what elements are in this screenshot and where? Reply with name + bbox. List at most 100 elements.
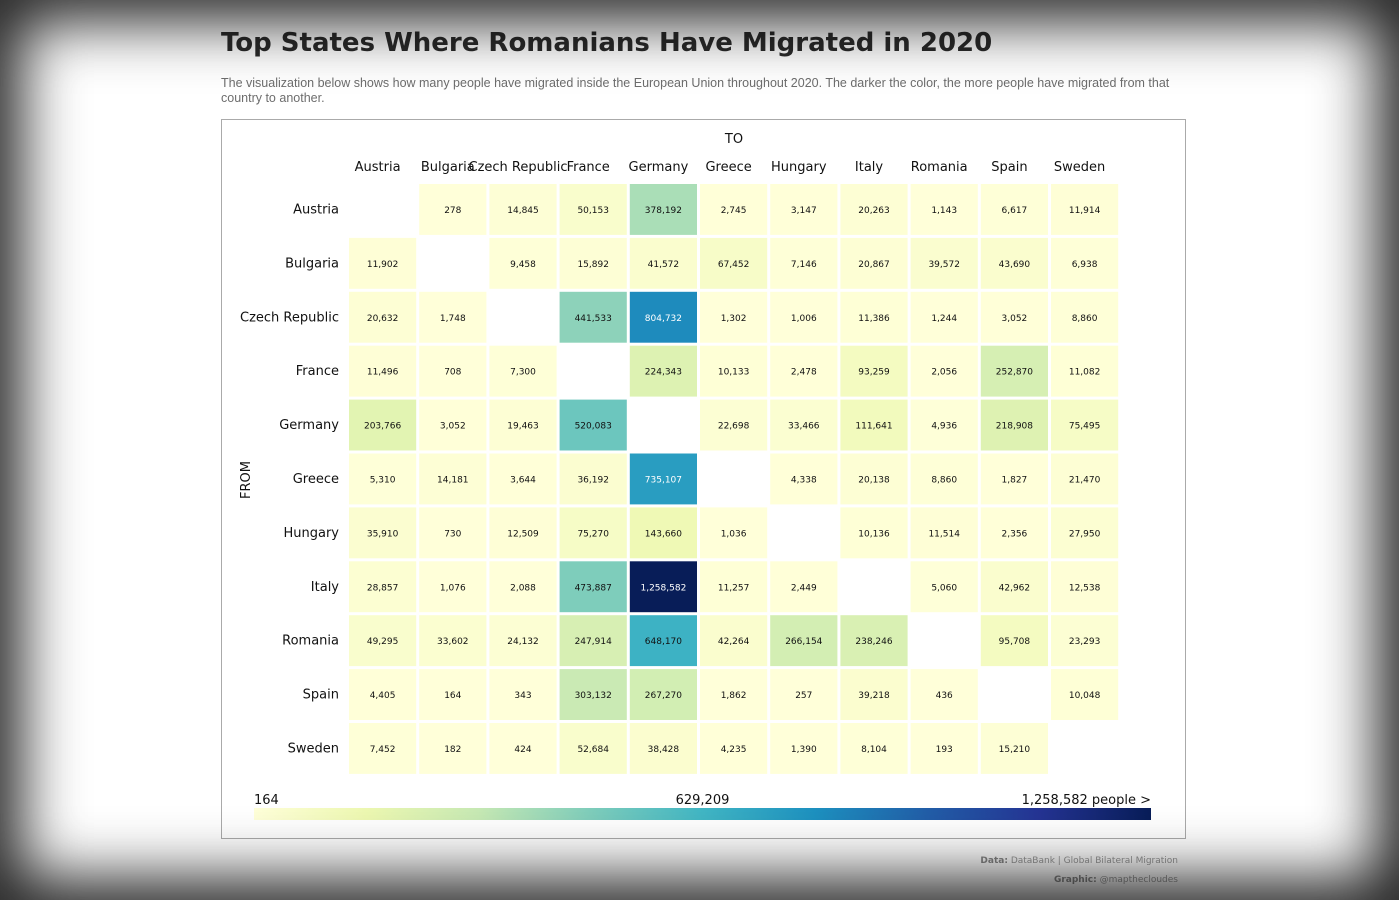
cell-value-label: 11,496 [367, 368, 399, 378]
column-label-bulgaria: Bulgaria [421, 160, 475, 175]
heatmap-cell [349, 399, 417, 451]
cell-value-label: 4,405 [370, 691, 396, 701]
cell-value-label: 2,088 [510, 583, 536, 593]
cell-value-label: 2,449 [791, 583, 817, 593]
cell-value-label: 1,258,582 [640, 583, 686, 593]
heatmap-cell [629, 615, 697, 667]
cell-value-label: 164 [444, 691, 461, 701]
heatmap-cell [700, 184, 768, 235]
cell-value-label: 20,867 [858, 260, 890, 270]
cell-value-label: 20,138 [858, 475, 890, 485]
colorbar-min-label: 164 [254, 793, 279, 808]
heatmap-cell [349, 507, 417, 559]
cell-value-label: 804,732 [645, 314, 682, 324]
heatmap-cell [489, 669, 557, 720]
cell-value-label: 5,060 [931, 583, 957, 593]
cell-value-label: 50,153 [577, 206, 609, 216]
graphic-credit-label: Graphic: [1053, 875, 1097, 885]
heatmap-cell [910, 399, 978, 451]
cell-value-label: 27,950 [1069, 529, 1101, 539]
cell-value-label: 1,143 [931, 206, 957, 216]
heatmap-cell [770, 669, 838, 720]
heatmap-cell [840, 723, 908, 774]
heatmap-cell [349, 453, 417, 505]
cell-value-label: 22,698 [718, 422, 750, 432]
cell-value-label: 2,056 [931, 368, 957, 378]
heatmap-cell [349, 723, 417, 774]
row-label-romania: Romania [282, 634, 339, 649]
heatmap-cell [980, 507, 1048, 559]
cell-value-label: 49,295 [367, 637, 399, 647]
cell-value-label: 10,133 [718, 368, 750, 378]
cell-value-label: 6,938 [1072, 260, 1098, 270]
heatmap-cell [1051, 291, 1119, 343]
data-credit: Data: DataBank | Global Bilateral Migrat… [980, 856, 1178, 866]
heatmap-cell [419, 669, 487, 720]
cell-value-label: 14,181 [437, 475, 469, 485]
cell-value-label: 1,076 [440, 583, 466, 593]
heatmap-cell [629, 184, 697, 235]
colorbar [254, 808, 1151, 820]
cell-value-label: 39,218 [858, 691, 890, 701]
column-label-sweden: Sweden [1054, 160, 1105, 175]
heatmap-cell [910, 561, 978, 613]
cell-value-label: 1,244 [931, 314, 957, 324]
cell-value-label: 1,748 [440, 314, 466, 324]
cell-value-label: 143,660 [645, 529, 682, 539]
heatmap-cell [629, 561, 697, 613]
cell-value-label: 8,860 [1072, 314, 1098, 324]
cell-value-label: 1,006 [791, 314, 817, 324]
cell-value-label: 648,170 [645, 637, 682, 647]
column-label-czech-republic: Czech Republic [469, 160, 568, 175]
cell-value-label: 23,293 [1069, 637, 1101, 647]
heatmap-cell [629, 507, 697, 559]
cell-value-label: 441,533 [575, 314, 612, 324]
cell-value-label: 11,914 [1069, 206, 1101, 216]
heatmap-cell [840, 507, 908, 559]
heatmap-cell [1051, 615, 1119, 667]
cell-value-label: 20,632 [367, 314, 399, 324]
heatmap-cell [1051, 345, 1119, 397]
heatmap-cell [419, 561, 487, 613]
y-axis-title: FROM [239, 461, 254, 499]
heatmap-cell [559, 669, 627, 720]
cell-value-label: 10,136 [858, 529, 890, 539]
column-label-romania: Romania [911, 160, 968, 175]
cell-value-label: 19,463 [507, 422, 539, 432]
cell-value-label: 36,192 [577, 475, 609, 485]
heatmap-cell [770, 237, 838, 289]
heatmap-cell [559, 453, 627, 505]
cell-value-label: 4,936 [931, 422, 957, 432]
cell-value-label: 1,390 [791, 745, 817, 755]
heatmap-cell [840, 453, 908, 505]
column-label-spain: Spain [991, 160, 1027, 175]
cell-value-label: 11,902 [367, 260, 399, 270]
heatmap-cell [910, 345, 978, 397]
cell-value-label: 8,860 [931, 475, 957, 485]
colorbar-mid-label: 629,209 [676, 793, 730, 808]
cell-value-label: 21,470 [1069, 475, 1101, 485]
cell-value-label: 3,052 [1002, 314, 1028, 324]
heatmap-cell [559, 237, 627, 289]
column-label-france: France [567, 160, 610, 175]
cell-value-label: 75,270 [577, 529, 609, 539]
cell-value-label: 43,690 [999, 260, 1031, 270]
heatmap-cell [840, 345, 908, 397]
cell-value-label: 28,857 [367, 583, 399, 593]
heatmap-cell [629, 669, 697, 720]
cell-value-label: 3,644 [510, 475, 536, 485]
cell-value-label: 252,870 [996, 368, 1033, 378]
heatmap-cell [700, 669, 768, 720]
row-label-germany: Germany [279, 418, 339, 433]
heatmap-cell [1051, 561, 1119, 613]
heatmap-cell [559, 561, 627, 613]
cell-value-label: 11,082 [1069, 368, 1101, 378]
heatmap-cell [489, 237, 557, 289]
cell-value-label: 75,495 [1069, 422, 1101, 432]
heatmap-cell [419, 399, 487, 451]
heatmap-cell [489, 615, 557, 667]
heatmap-cell [1051, 453, 1119, 505]
heatmap-cell [349, 237, 417, 289]
heatmap-cell [489, 723, 557, 774]
heatmap-cell [910, 453, 978, 505]
